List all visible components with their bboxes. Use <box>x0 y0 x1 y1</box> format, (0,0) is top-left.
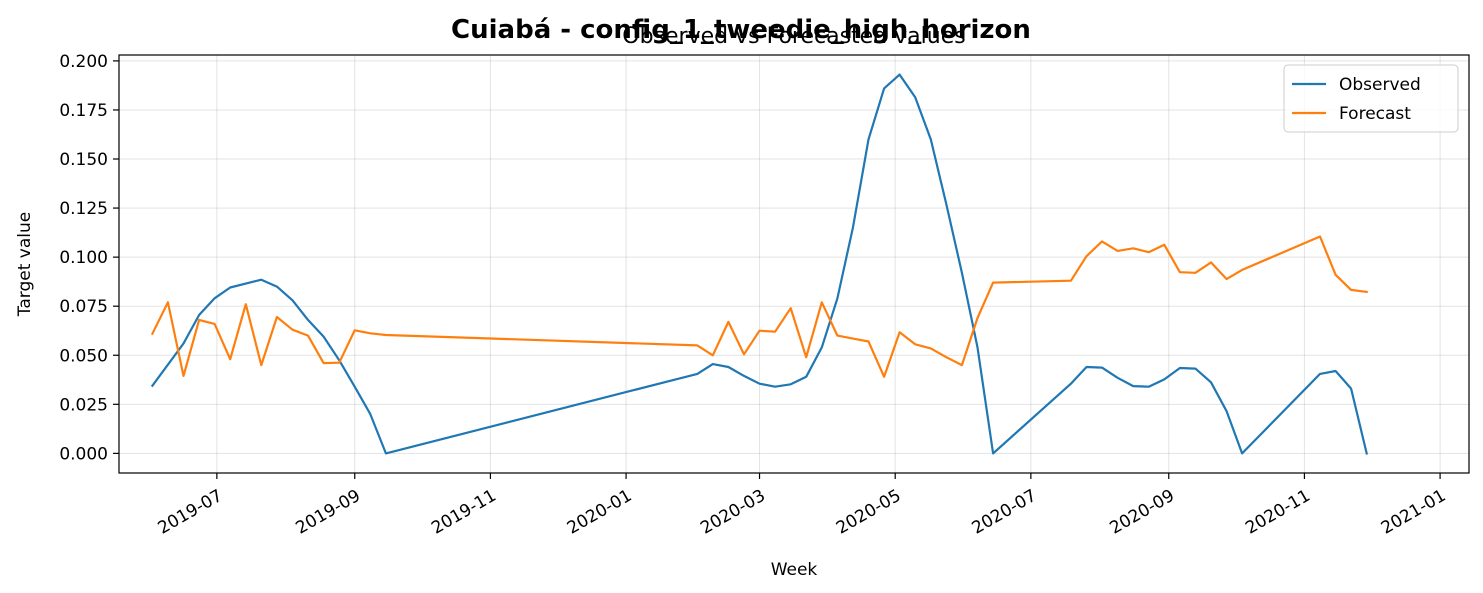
chart-title: Cuiabá - config_1_tweedie_high_horizon <box>451 15 1031 45</box>
y-tick-label: 0.150 <box>59 150 108 170</box>
series-layer <box>150 73 1369 455</box>
y-tick-label: 0.000 <box>59 444 108 464</box>
chart-subtitle: Observed vs Forecasted values <box>622 24 965 49</box>
series-line-forecast <box>150 235 1368 378</box>
y-axis-label: Target value <box>15 212 35 317</box>
axes-frame <box>118 54 1470 474</box>
grid <box>119 55 1469 473</box>
legend-box <box>1283 64 1459 133</box>
y-tick-label: 0.125 <box>59 199 108 219</box>
y-tick-label: 0.100 <box>59 248 108 268</box>
legend-label-observed: Observed <box>1339 75 1421 95</box>
legend: Observed Forecast <box>1283 64 1459 133</box>
series-line-observed <box>150 73 1369 455</box>
y-tick-label: 0.075 <box>59 297 108 317</box>
y-tick-label: 0.200 <box>59 52 108 72</box>
y-tick-label: 0.050 <box>59 346 108 366</box>
y-tick-label: 0.175 <box>59 101 108 121</box>
x-axis-label: Week <box>771 560 818 580</box>
legend-label-forecast: Forecast <box>1339 104 1411 124</box>
y-tick-label: 0.025 <box>59 395 108 415</box>
